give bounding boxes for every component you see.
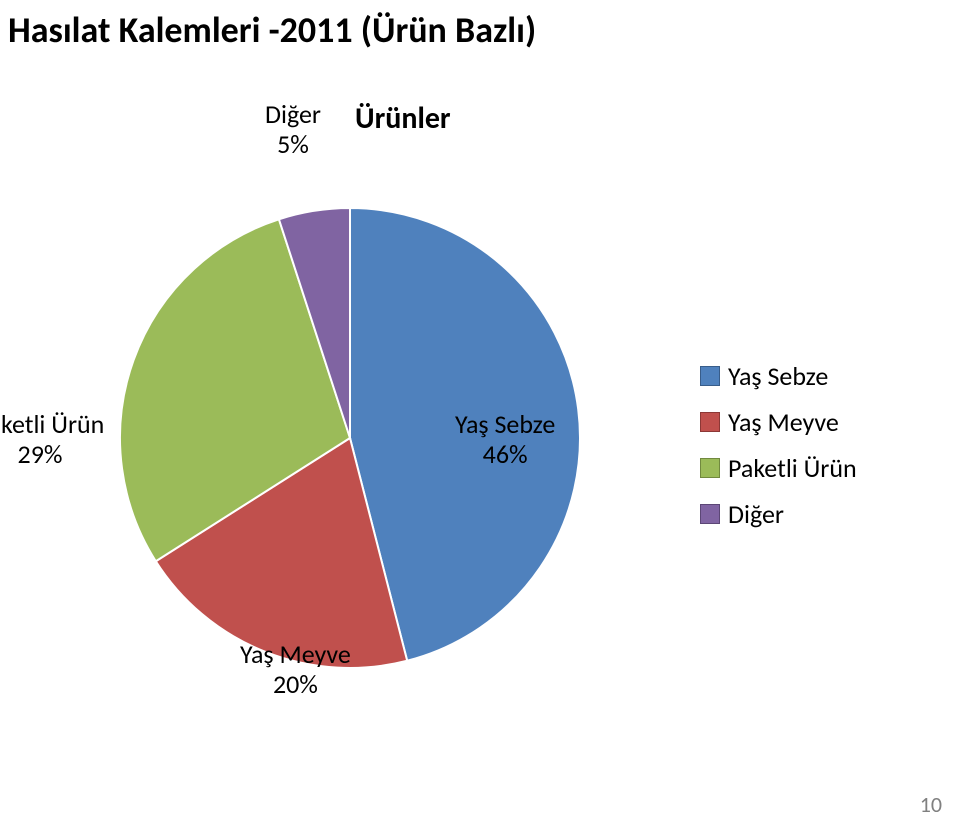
legend-item-yas-meyve: Yaş Meyve xyxy=(700,406,857,438)
slice-label-yas-meyve: Yaş Meyve 20% xyxy=(240,640,351,700)
page-title: Hasılat Kalemleri -2011 (Ürün Bazlı) xyxy=(8,8,536,52)
legend-swatch xyxy=(700,412,720,432)
chart-title: Ürünler xyxy=(355,100,451,137)
legend: Yaş Sebze Yaş Meyve Paketli Ürün Diğer xyxy=(700,360,857,544)
legend-label: Yaş Meyve xyxy=(728,406,839,438)
legend-swatch xyxy=(700,366,720,386)
slice-label-diger: Diğer 5% xyxy=(265,100,321,160)
legend-item-paketli-urun: Paketli Ürün xyxy=(700,452,857,484)
legend-label: Diğer xyxy=(728,498,784,530)
legend-label: Yaş Sebze xyxy=(728,360,828,392)
slice-label-paketli-urun: Paketli Ürün 29% xyxy=(0,410,120,470)
slice-label-yas-sebze: Yaş Sebze 46% xyxy=(455,410,555,470)
legend-label: Paketli Ürün xyxy=(728,452,857,484)
page-number: 10 xyxy=(920,791,942,818)
legend-item-yas-sebze: Yaş Sebze xyxy=(700,360,857,392)
legend-swatch xyxy=(700,504,720,524)
legend-item-diger: Diğer xyxy=(700,498,857,530)
legend-swatch xyxy=(700,458,720,478)
